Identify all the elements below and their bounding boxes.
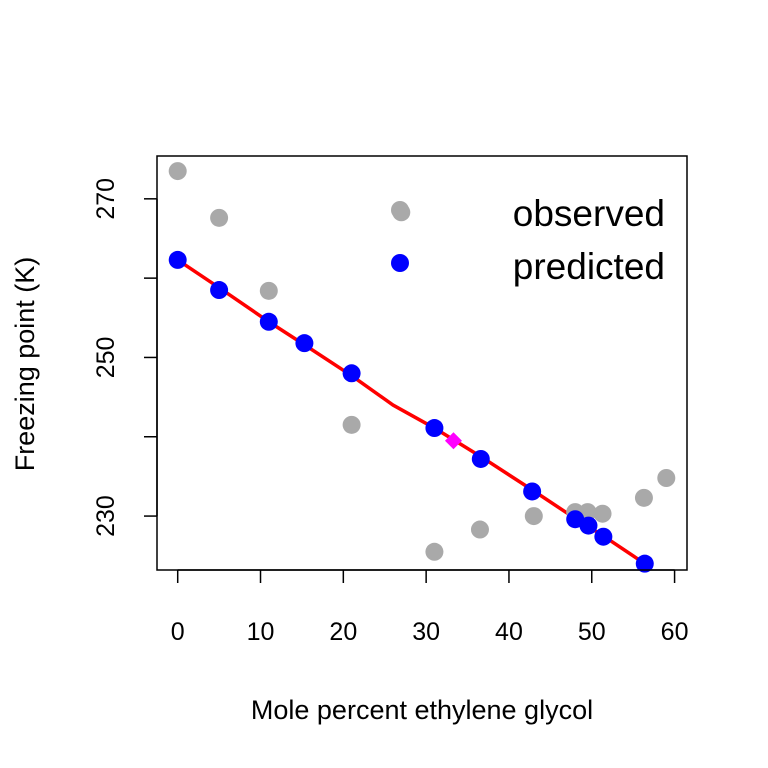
predicted-point [210, 281, 229, 300]
y-tick-label: 250 [92, 337, 120, 379]
predicted-point [523, 482, 542, 501]
observed-point [470, 520, 489, 539]
observed-point [342, 415, 361, 434]
x-tick-label: 60 [661, 618, 689, 646]
predicted-point [425, 419, 444, 438]
y-tick-label: 230 [92, 495, 120, 537]
legend-marker-observed [391, 201, 409, 219]
x-tick-label: 30 [412, 618, 440, 646]
plot-frame [156, 155, 688, 571]
legend-label-predicted: predicted [513, 246, 665, 287]
y-tick-label: 270 [92, 178, 120, 220]
predicted-point [259, 312, 278, 331]
predicted-point [471, 449, 490, 468]
x-tick-label: 40 [495, 618, 523, 646]
x-tick-label: 0 [171, 618, 185, 646]
observed-point [210, 208, 229, 227]
predicted-point [342, 364, 361, 383]
predicted-point [635, 554, 654, 573]
legend-marker-predicted [391, 254, 409, 272]
axis-ticks: 0 10 20 30 40 50 60 230 250 270 [92, 178, 688, 646]
observed-point [634, 488, 653, 507]
x-tick-label: 50 [578, 618, 606, 646]
observed-point [259, 281, 278, 300]
highlight-diamond-marker [444, 432, 462, 450]
x-tick-label: 10 [247, 618, 275, 646]
observed-point [524, 507, 543, 526]
observed-point [593, 504, 612, 523]
legend-label-observed: observed [513, 193, 665, 234]
x-axis-title: Mole percent ethylene glycol [251, 695, 593, 725]
predicted-point [168, 250, 187, 269]
observed-point [425, 542, 444, 561]
observed-point [168, 162, 187, 181]
predicted-point [579, 516, 598, 535]
predicted-point [594, 527, 613, 546]
predicted-point [295, 334, 314, 353]
legend: observed predicted [391, 193, 665, 287]
x-tick-label: 20 [329, 618, 357, 646]
observed-point [657, 469, 676, 487]
y-axis-title: Freezing point (K) [10, 257, 40, 472]
